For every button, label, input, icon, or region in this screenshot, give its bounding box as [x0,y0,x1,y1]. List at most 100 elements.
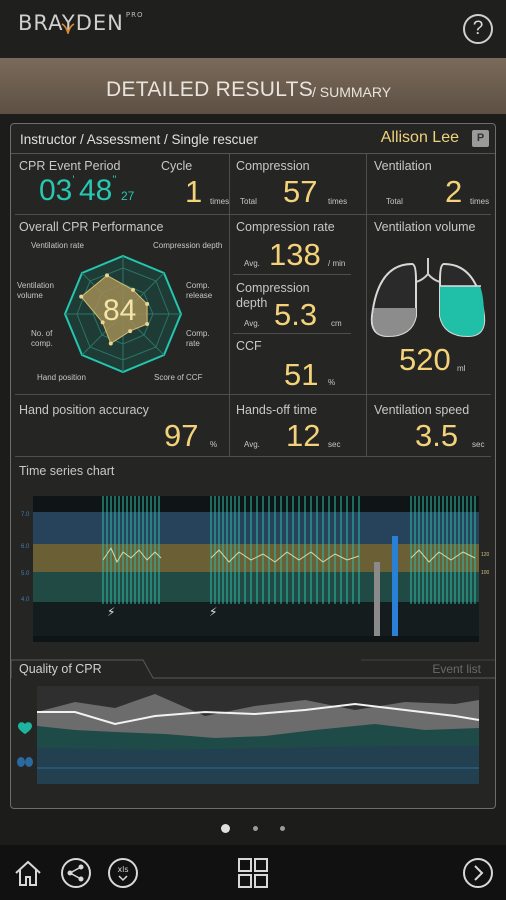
axis-label-no-comp-2: comp. [31,339,53,348]
axis-label-comp-rate-1: Comp. [186,329,210,338]
compression-rate-value: 138 [269,237,321,272]
rate-trace [410,549,476,563]
results-panel: Instructor / Assessment / Single rescuer… [10,123,496,809]
cycle-value: 1 [185,174,203,209]
overall-label: Overall CPR Performance [19,220,164,234]
event-marker-icon: ⚡ [209,605,217,619]
event-hundredths: 27 [120,189,135,203]
time-series-label: Time series chart [19,464,115,478]
axis-label-vent-volume-1: Ventilation [17,281,54,290]
divider [366,154,367,214]
heart-icon [18,722,32,734]
radar-point [79,294,84,299]
hand-position-unit: % [210,440,218,449]
ventilation-unit: times [470,197,490,206]
compression-prefix: Total [240,197,257,206]
ventilation-bar [392,536,398,636]
breadcrumb-text: Instructor / Assessment / Single rescuer [20,132,258,147]
y-tick: 4.0 [21,597,30,603]
ccf-value: 51 [284,357,319,392]
ventilation-prefix: Total [386,197,403,206]
vent-speed-label: Ventilation speed [374,403,470,417]
event-period-value: 03' 48'' 27 [39,174,134,208]
y-tick-right: 100 [481,570,489,576]
radar-point [145,302,150,307]
divider [15,394,491,395]
radar-point [128,329,133,334]
radar-point [108,341,113,346]
hands-off-prefix: Avg. [244,440,260,449]
radar-points [79,273,150,346]
radar-point [105,273,110,278]
axis-label-vent-volume-2: volume [17,291,43,300]
vent-speed-value: 3.5 [415,418,459,453]
bottom-toolbar: xls [0,845,506,900]
ccf-unit: % [328,378,336,387]
axis-label-comp-release-1: Comp. [186,281,210,290]
divider [233,274,351,275]
top-bar: BRAYDEN PRO ? [0,0,506,58]
title-bar: DETAILED RESULTS / SUMMARY [0,58,506,114]
compression-rate-prefix: Avg. [244,259,260,268]
divider [229,214,230,394]
compression-depth-label-2: depth [236,296,268,310]
axis-label-comp-rate-2: rate [186,339,200,348]
page-dot-3[interactable] [279,826,285,832]
hands-off-label: Hands-off time [236,403,318,417]
compression-depth-unit: cm [331,319,342,328]
quality-tabs: Quality of CPR Event list [11,659,495,679]
rate-trace [210,549,360,563]
y-tick: 5.0 [21,571,30,577]
ventilation-volume-value: 520 [399,342,451,377]
xls-export-icon[interactable]: xls [107,857,139,889]
user-badge[interactable]: P [472,130,489,147]
breadcrumb: Instructor / Assessment / Single rescuer… [11,124,495,154]
y-tick: 7.0 [21,512,30,518]
divider [366,214,367,394]
axis-label-no-comp-1: No. of [31,329,53,338]
page-dot-1[interactable] [221,824,231,834]
event-seconds: 48 [78,174,113,207]
event-second-mark: '' [112,174,117,186]
quality-line [37,702,480,726]
cycle-unit: times [210,197,230,206]
help-button[interactable]: ? [463,14,493,44]
svg-text:xls: xls [117,865,128,874]
axis-label-score-ccf: Score of CCF [154,373,203,382]
compression-depth-label-1: Compression [236,281,310,295]
cycle-label: Cycle [161,159,193,173]
compression-depth-prefix: Avg. [244,319,260,328]
page-indicator [0,820,506,838]
ccf-label: CCF [236,339,262,353]
tab-quality-of-cpr[interactable]: Quality of CPR [19,662,102,676]
radar-point [145,321,150,326]
event-period-label: CPR Event Period [19,159,121,173]
compression-label: Compression [236,159,310,173]
compression-value: 57 [283,174,318,209]
home-icon[interactable] [12,857,44,889]
ventilation-bar [374,562,380,636]
grid-icon[interactable] [237,857,269,889]
overall-score: 84 [103,294,137,327]
lungs-mini-icon [17,757,33,767]
axis-label-compression-depth: Compression depth [153,241,223,250]
tab-frame [11,659,495,679]
page-dot-2[interactable] [252,826,258,832]
divider [229,154,230,214]
logo-badge: PRO [125,11,144,19]
radar-point [130,287,135,292]
ventilation-volume-unit: ml [457,364,466,373]
share-icon[interactable] [60,857,92,889]
event-marker-icon: ⚡ [107,605,115,619]
rate-trace [102,546,162,564]
quality-chart [17,686,480,784]
divider [366,394,367,456]
logo-wing-icon [61,23,75,34]
user-name: Allison Lee [380,129,459,146]
ventilation-value: 2 [445,174,463,209]
radar-point [100,320,105,325]
next-icon[interactable] [462,857,494,889]
tab-event-list[interactable]: Event list [432,662,481,676]
compression-rate-unit: / min [328,259,346,268]
divider [233,333,351,334]
